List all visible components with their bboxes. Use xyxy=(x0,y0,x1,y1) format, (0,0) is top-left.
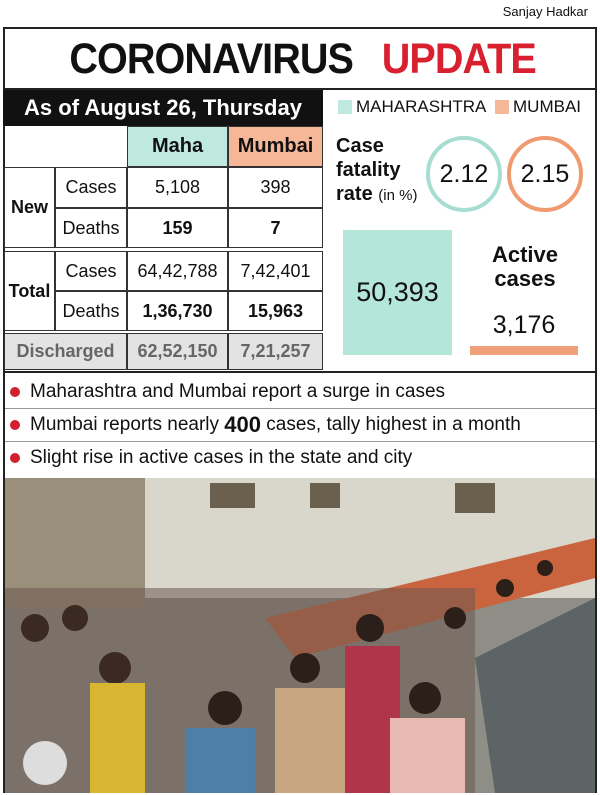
row-label: Cases xyxy=(55,251,127,291)
fatality-title: Case fatality rate xyxy=(336,135,401,205)
window xyxy=(310,483,340,508)
cell: 7,21,257 xyxy=(228,333,323,370)
title: CORONAVIRUS UPDATE xyxy=(3,30,597,88)
date-bar: As of August 26, Thursday xyxy=(3,90,323,126)
active-label: Active cases xyxy=(491,242,559,291)
fatality-mumbai: 2.15 xyxy=(507,136,583,212)
head xyxy=(409,682,441,714)
rule xyxy=(3,371,597,373)
shirt xyxy=(185,728,255,793)
head xyxy=(62,605,88,631)
shirt xyxy=(390,718,465,793)
cell: 5,108 xyxy=(127,167,228,208)
fatality-maha: 2.12 xyxy=(426,136,502,212)
cell: 7 xyxy=(228,208,323,248)
bullet-text: Maharashtra and Mumbai report a surge in… xyxy=(30,381,446,402)
row-label: Deaths xyxy=(55,291,127,331)
bullet-bold: 400 xyxy=(224,412,262,437)
separator xyxy=(5,441,595,442)
cell: 1,36,730 xyxy=(127,291,228,331)
head xyxy=(99,652,131,684)
head xyxy=(444,607,466,629)
window xyxy=(455,483,495,513)
wall-stain xyxy=(5,478,145,608)
active-maha: 50,393 xyxy=(343,230,452,355)
group-label: Total xyxy=(4,251,55,331)
legend-label: MUMBAI xyxy=(513,97,581,116)
row-label: Cases xyxy=(55,167,127,208)
bullet: Maharashtra and Mumbai report a surge in… xyxy=(10,377,590,407)
fatality-unit: (in %) xyxy=(378,187,418,204)
cell: 398 xyxy=(228,167,323,208)
head xyxy=(496,579,514,597)
bullet-text: Mumbai reports nearly xyxy=(30,414,225,435)
head xyxy=(21,614,49,642)
legend-swatch xyxy=(495,100,509,114)
col-head: Maha xyxy=(127,126,228,167)
legend-label: MAHARASHTRA xyxy=(356,97,487,116)
bullet: Slight rise in active cases in the state… xyxy=(10,443,590,473)
bullet-text: cases, tally highest in a month xyxy=(261,414,521,435)
bullet-dot xyxy=(10,387,20,397)
saree xyxy=(275,688,345,793)
cell: 159 xyxy=(127,208,228,248)
col-head: Mumbai xyxy=(228,126,323,167)
credit: Sanjay Hadkar xyxy=(502,4,588,19)
window xyxy=(210,483,255,508)
separator xyxy=(5,408,595,409)
group-label: New xyxy=(4,167,55,248)
cell: 64,42,788 xyxy=(127,251,228,291)
cell: 62,52,150 xyxy=(127,333,228,370)
wet-road xyxy=(475,598,595,793)
head xyxy=(537,560,553,576)
head xyxy=(208,691,242,725)
active-bar xyxy=(470,346,578,355)
bullet-dot xyxy=(10,420,20,430)
bullet-dot xyxy=(10,453,20,463)
head xyxy=(290,653,320,683)
cell: 15,963 xyxy=(228,291,323,331)
head xyxy=(23,741,67,785)
row-label: Discharged xyxy=(4,333,127,370)
title-accent: UPDATE xyxy=(382,34,537,83)
crowd xyxy=(5,560,553,793)
photo xyxy=(5,478,595,793)
bullet: Mumbai reports nearly 400 cases, tally h… xyxy=(10,410,590,440)
fatality-label: Case fatality rate (in %) xyxy=(336,134,421,208)
active-mumbai: 3,176 xyxy=(492,310,556,339)
head xyxy=(356,614,384,642)
legend-swatch xyxy=(338,100,352,114)
cell: 7,42,401 xyxy=(228,251,323,291)
title-main: CORONAVIRUS xyxy=(69,34,354,83)
rule xyxy=(3,88,597,90)
row-label: Deaths xyxy=(55,208,127,248)
shirt xyxy=(90,683,145,793)
bullet-text: Slight rise in active cases in the state… xyxy=(30,447,413,468)
